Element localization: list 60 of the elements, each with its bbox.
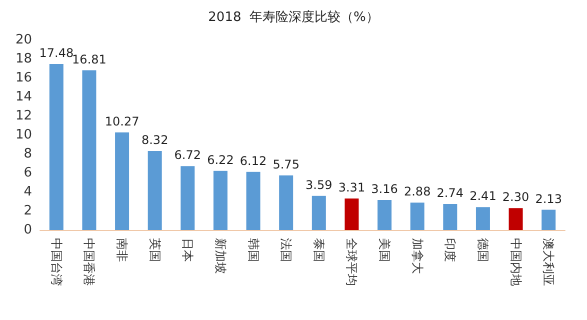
bar <box>82 70 96 230</box>
data-label: 6.12 <box>240 154 267 168</box>
bar <box>213 170 228 230</box>
x-tick-label: 韩国 <box>246 238 260 262</box>
y-tick-label: 20 <box>15 32 32 48</box>
data-label: 16.81 <box>72 52 106 66</box>
data-label: 17.48 <box>39 46 74 60</box>
bar <box>410 202 424 230</box>
data-label: 5.75 <box>272 157 300 172</box>
x-tick-label: 加拿大 <box>410 238 424 274</box>
y-tick-label: 0 <box>24 222 32 238</box>
x-tick-label: 德国 <box>476 238 490 262</box>
bar <box>378 200 392 230</box>
data-label: 3.31 <box>338 180 366 195</box>
y-tick-label: 10 <box>15 128 32 142</box>
data-label: 2.41 <box>470 189 496 204</box>
data-label: 8.32 <box>141 132 168 147</box>
bar <box>115 132 130 230</box>
data-label: 6.22 <box>207 152 234 167</box>
x-tick-label: 澳大利亚 <box>542 238 556 286</box>
bar <box>279 175 294 230</box>
x-tick-label: 中国内地 <box>508 238 523 286</box>
y-tick-label: 16 <box>15 70 32 86</box>
x-tick-label: 全球平均 <box>344 238 359 286</box>
x-tick-label: 南非 <box>115 238 130 262</box>
x-tick-label: 法国 <box>279 238 294 262</box>
x-tick-label: 新加坡 <box>213 238 228 274</box>
y-tick-label: 2 <box>24 204 32 218</box>
bar <box>344 198 359 230</box>
x-tick-label: 泰国 <box>312 238 326 262</box>
bar <box>180 166 195 230</box>
y-tick-label: 8 <box>24 146 32 162</box>
x-tick-label: 日本 <box>180 238 195 262</box>
x-tick-label: 中国台湾 <box>49 238 64 286</box>
y-tick-label: 4 <box>24 184 32 200</box>
bar <box>508 208 523 230</box>
data-label: 2.30 <box>502 190 530 204</box>
data-label: 2.74 <box>436 186 464 200</box>
y-tick-label: 6 <box>24 166 32 180</box>
data-label: 3.59 <box>306 178 332 192</box>
bar <box>542 210 556 230</box>
data-label: 6.72 <box>174 148 202 162</box>
data-label: 3.16 <box>371 182 398 196</box>
y-tick-label: 12 <box>15 108 32 124</box>
bar <box>148 150 162 230</box>
x-tick-label: 中国香港 <box>82 238 96 286</box>
bar <box>246 172 260 230</box>
bar <box>476 207 490 230</box>
bar <box>443 204 458 230</box>
data-label: 2.13 <box>535 192 562 206</box>
bar <box>49 64 64 230</box>
x-tick-label: 英国 <box>148 238 162 262</box>
y-tick-label: 14 <box>15 90 32 104</box>
x-tick-label: 印度 <box>443 238 458 262</box>
bar <box>312 196 326 230</box>
x-tick-label: 美国 <box>378 238 392 262</box>
chart-title: 2018 年寿险深度比较（%） <box>208 9 379 25</box>
data-label: 2.88 <box>404 184 431 199</box>
y-tick-label: 18 <box>15 52 32 66</box>
data-label: 10.27 <box>104 114 140 128</box>
